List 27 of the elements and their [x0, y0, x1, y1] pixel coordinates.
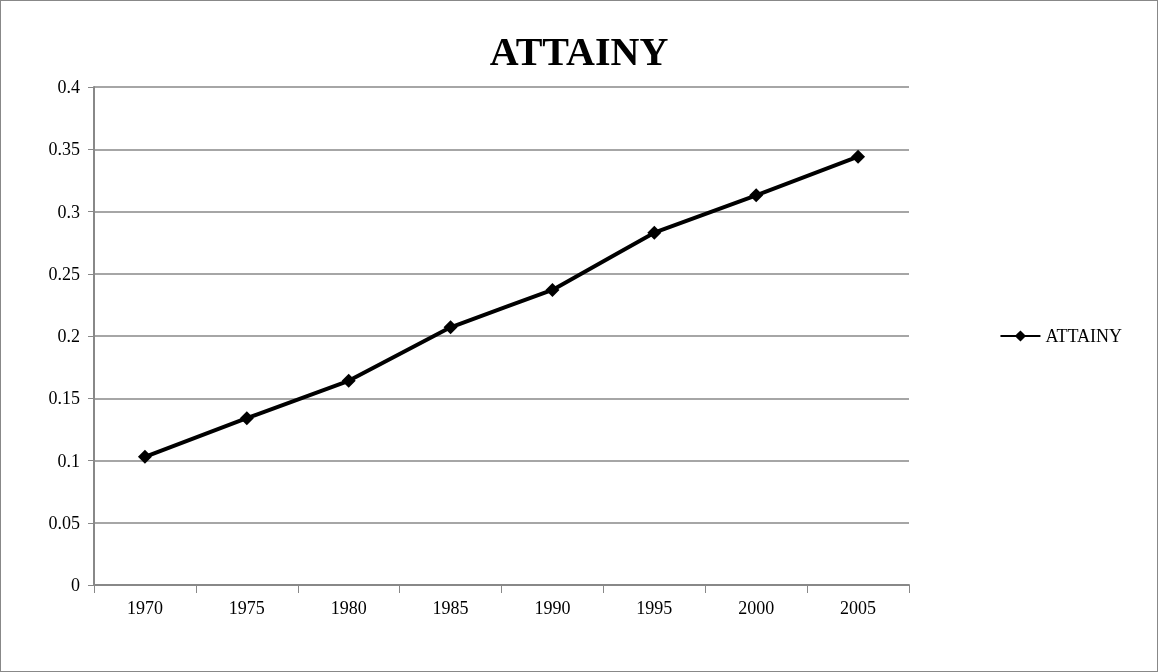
point: [341, 373, 356, 388]
x-tick-label: 2000: [738, 598, 775, 618]
point: [239, 411, 254, 426]
x-tick-label: 1995: [636, 598, 673, 618]
point: [137, 449, 152, 464]
y-tick-label: 0.4: [57, 77, 80, 97]
point: [443, 320, 458, 335]
legend-label: ATTAINY: [1045, 326, 1122, 346]
y-tick-label: 0: [71, 575, 80, 595]
x-tick-label: 1980: [330, 598, 367, 618]
y-tick-label: 0.35: [48, 139, 80, 160]
point: [545, 282, 560, 297]
point: [851, 149, 866, 164]
y-tick-label: 0.1: [57, 450, 80, 471]
x-tick-label: 1970: [126, 598, 163, 618]
y-tick-label: 0.3: [57, 201, 80, 222]
y-tick-label: 0.25: [48, 263, 80, 284]
point: [647, 225, 662, 240]
y-tick-label: 0.15: [48, 388, 80, 409]
x-tick-label: 1985: [432, 598, 469, 618]
point: [749, 188, 764, 203]
x-tick-label: 1990: [534, 598, 571, 618]
x-tick-label: 2005: [840, 598, 877, 618]
y-tick-label: 0.05: [48, 512, 80, 533]
x-tick-label: 1975: [228, 598, 265, 618]
chart-title: ATTAINY: [489, 28, 669, 74]
y-tick-label: 0.2: [57, 326, 80, 346]
